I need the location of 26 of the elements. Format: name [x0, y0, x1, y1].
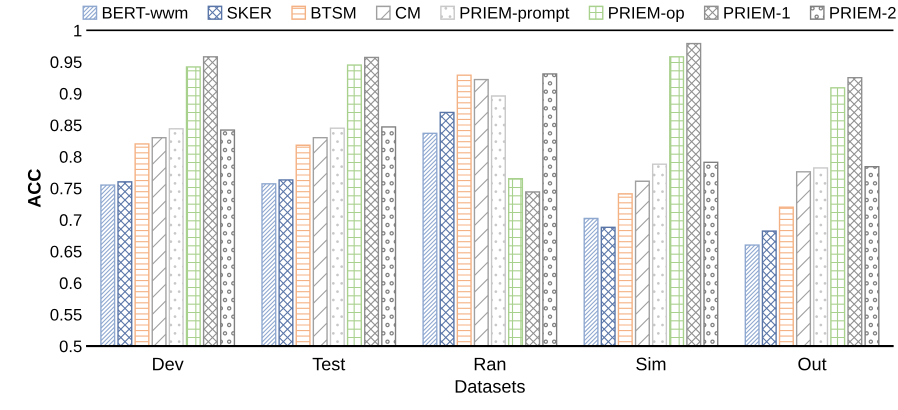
- y-tick-label: 0.9: [60, 88, 82, 100]
- y-tick-label: 1: [74, 24, 82, 36]
- y-tick-label: 0.6: [60, 277, 82, 290]
- legend-label: SKER: [227, 6, 272, 19]
- y-tick-label: 0.75: [50, 182, 82, 194]
- y-tick-label: 0.5: [60, 340, 82, 352]
- legend-label: CM: [396, 6, 420, 19]
- y-tick-label: 0.55: [50, 308, 82, 321]
- x-tick-label: Out: [798, 358, 826, 370]
- x-tick-label: Test: [312, 358, 346, 370]
- y-tick-label: 0.8: [60, 151, 82, 163]
- legend-label: BTSM: [312, 6, 356, 19]
- legend-label: PRIEM-op: [609, 7, 684, 22]
- legend-label: PRIEM-2: [830, 6, 896, 19]
- y-tick-label: 0.95: [50, 56, 82, 68]
- y-tick-label: 0.85: [50, 119, 82, 132]
- x-axis-title: Datasets: [456, 380, 525, 393]
- x-tick-label: Ran: [474, 358, 506, 370]
- y-axis-title: ACC: [28, 169, 41, 208]
- x-tick-label: Sim: [636, 357, 666, 370]
- legend-label: PRIEM-1: [724, 7, 790, 19]
- x-tick-label: Dev: [153, 358, 184, 370]
- y-tick-label: 0.65: [50, 246, 82, 258]
- legend-label: BERT-wwm: [102, 7, 188, 19]
- legend-label: PRIEM-prompt: [460, 7, 570, 22]
- y-tick-label: 0.7: [60, 214, 82, 226]
